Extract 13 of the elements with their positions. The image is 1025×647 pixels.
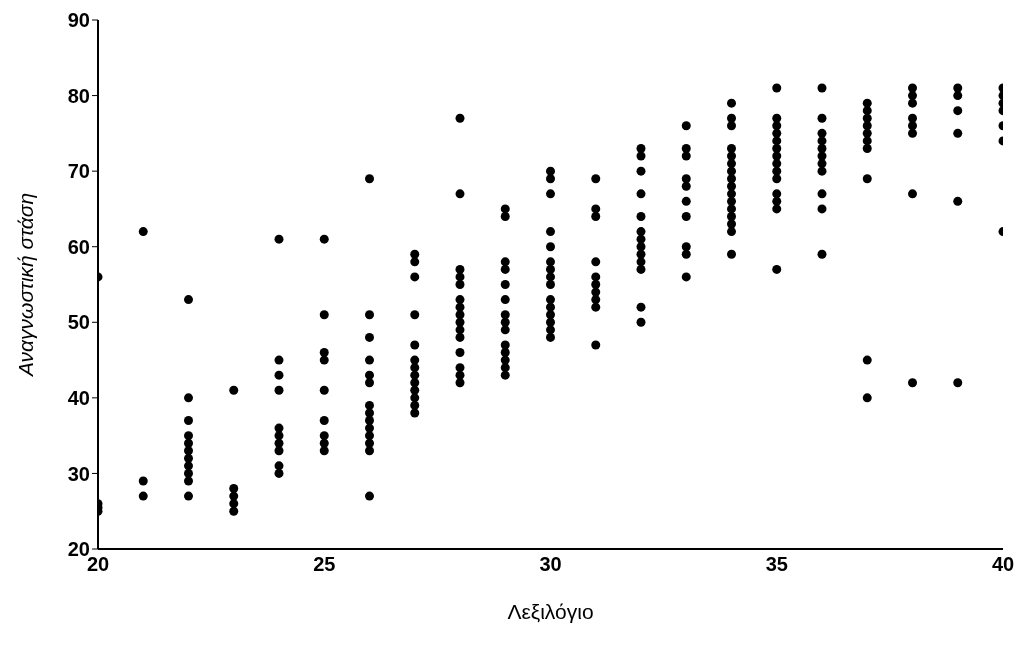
x-tick-label: 35 bbox=[765, 553, 788, 576]
x-tick-label: 25 bbox=[313, 553, 336, 576]
y-tick-label: 70 bbox=[67, 160, 90, 183]
y-axis-title: Αναγνωστική στάση bbox=[14, 192, 38, 379]
y-tick-label: 80 bbox=[67, 84, 90, 107]
y-tick-label: 40 bbox=[67, 386, 90, 409]
x-axis-title: Λεξιλόγιο bbox=[507, 600, 594, 623]
y-tick-label: 30 bbox=[67, 462, 90, 485]
x-tick-label: 40 bbox=[991, 553, 1015, 576]
x-tick-label: 30 bbox=[539, 553, 562, 576]
y-tick-label: 50 bbox=[67, 311, 90, 334]
y-tick-label: 60 bbox=[67, 235, 90, 258]
y-tick-label: 90 bbox=[67, 9, 90, 32]
